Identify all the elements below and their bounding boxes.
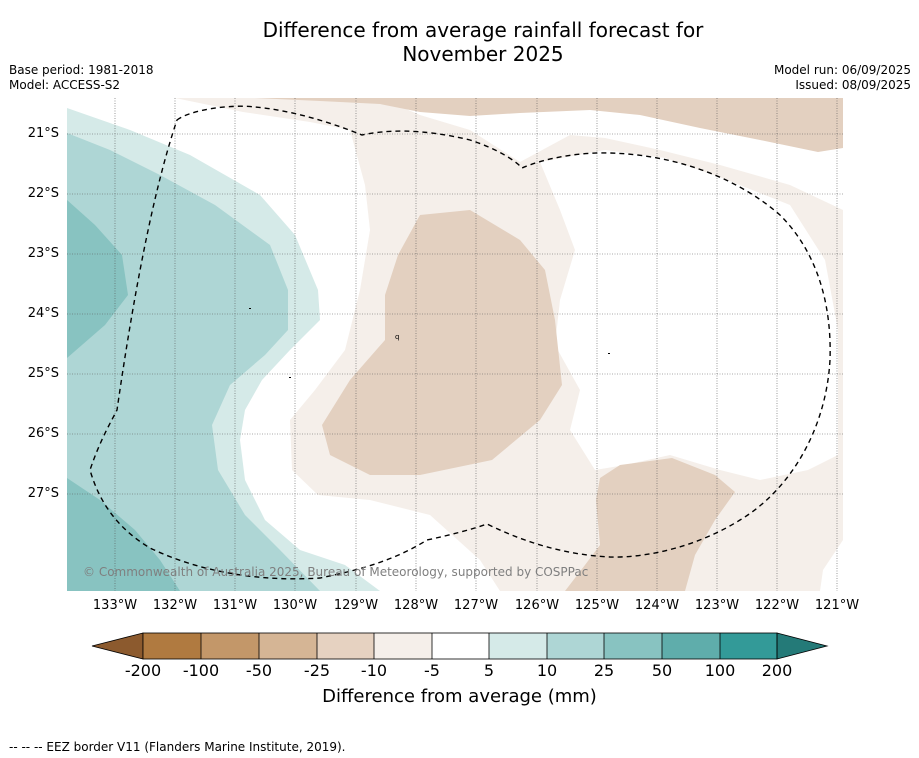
colorbar-bin	[489, 633, 547, 659]
lon-label-129w: 129°W	[333, 598, 379, 613]
colorbar-title: Difference from average (mm)	[322, 686, 597, 707]
colorbar-tick: 200	[761, 661, 793, 680]
lon-label-133w: 133°W	[92, 598, 138, 613]
colorbar-bin	[547, 633, 604, 659]
colorbar-tick: -200	[124, 661, 162, 680]
eez-footer-note: -- -- -- EEZ border V11 (Flanders Marine…	[9, 740, 346, 754]
map-gridlines	[67, 98, 843, 591]
wet-25-50-west-region	[67, 200, 128, 358]
colorbar	[91, 632, 829, 660]
colorbar-bin	[432, 633, 489, 659]
map-title: Difference from average rainfall forecas…	[0, 18, 919, 66]
dry-10-25-north-region	[255, 98, 843, 152]
lon-label-127w: 127°W	[453, 598, 499, 613]
lon-label-131w: 131°W	[212, 598, 258, 613]
base-period-text: Base period: 1981-2018	[9, 63, 154, 77]
colorbar-bin	[317, 633, 374, 659]
lat-label-21s: 21°S	[27, 126, 59, 141]
eez-border	[89, 105, 831, 580]
colorbar-tick: -5	[424, 661, 440, 680]
colorbar-bin	[662, 633, 720, 659]
map-title-line1: Difference from average rainfall forecas…	[262, 18, 704, 42]
colorbar-bin	[604, 633, 662, 659]
meta-right: Model run: 06/09/2025 Issued: 08/09/2025	[774, 63, 911, 93]
map-plot-area: q	[67, 98, 843, 591]
contour-dot	[608, 353, 610, 354]
dry-10-25-central-region	[322, 210, 562, 475]
colorbar-tick: 100	[704, 661, 736, 680]
lon-label-132w: 132°W	[152, 598, 198, 613]
meta-left: Base period: 1981-2018 Model: ACCESS-S2	[9, 63, 154, 93]
lon-label-121w: 121°W	[814, 598, 860, 613]
colorbar-bin	[374, 633, 432, 659]
colorbar-tick: -25	[303, 661, 331, 680]
contour-marker: q	[395, 333, 399, 341]
colorbar-tick: -100	[182, 661, 220, 680]
lat-label-22s: 22°S	[27, 186, 59, 201]
model-text: Model: ACCESS-S2	[9, 78, 121, 92]
colorbar-bin	[259, 633, 317, 659]
colorbar-bin	[201, 633, 259, 659]
lat-label-23s: 23°S	[27, 246, 59, 261]
dry-10-25-southeast-region	[565, 458, 735, 591]
copyright-notice: © Commonwealth of Australia 2025, Bureau…	[83, 565, 589, 579]
colorbar-bin	[720, 633, 777, 659]
lon-label-122w: 122°W	[754, 598, 800, 613]
lat-label-26s: 26°S	[27, 426, 59, 441]
colorbar-tick: 50	[651, 661, 673, 680]
lon-label-130w: 130°W	[272, 598, 318, 613]
neutral-east-region	[540, 150, 838, 480]
map-title-line2: November 2025	[402, 42, 564, 66]
lat-label-27s: 27°S	[27, 486, 59, 501]
lon-label-128w: 128°W	[393, 598, 439, 613]
colorbar-tick: 25	[593, 661, 615, 680]
colorbar-low-arrow	[91, 632, 144, 660]
lat-label-25s: 25°S	[27, 366, 59, 381]
lon-label-124w: 124°W	[634, 598, 680, 613]
contour-dot	[289, 377, 291, 378]
lon-label-125w: 125°W	[574, 598, 620, 613]
lat-label-24s: 24°S	[27, 306, 59, 321]
colorbar-high-arrow	[776, 632, 829, 660]
model-run-text: Model run: 06/09/2025	[773, 63, 911, 77]
lon-label-126w: 126°W	[514, 598, 560, 613]
wet-10-25-region	[67, 133, 320, 591]
issued-text: Issued: 08/09/2025	[795, 78, 911, 92]
wet-25-50-southwest-region	[67, 478, 180, 591]
contour-dot	[249, 308, 251, 309]
colorbar-tick: 5	[483, 661, 495, 680]
colorbar-bin	[143, 633, 201, 659]
colorbar-tick: -50	[245, 661, 273, 680]
colorbar-tick: -10	[360, 661, 388, 680]
lon-label-123w: 123°W	[694, 598, 740, 613]
colorbar-tick: 10	[536, 661, 558, 680]
